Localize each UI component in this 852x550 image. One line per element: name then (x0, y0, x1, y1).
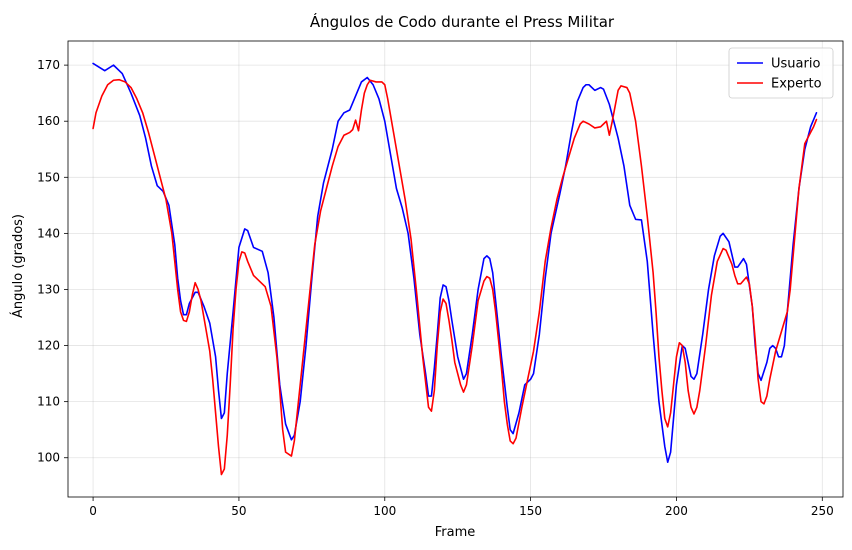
y-tick-label: 100 (37, 451, 60, 465)
series-line-experto (92, 78, 818, 476)
y-tick-label: 120 (37, 339, 60, 353)
x-tick-label: 250 (811, 504, 834, 518)
y-axis-label: Ángulo (grados) (10, 214, 26, 318)
legend: Usuario Experto (728, 47, 834, 99)
y-axis-ticks: 100 110 120 130 140 150 160 170 (37, 58, 68, 465)
x-tick-label: 200 (665, 504, 688, 518)
y-tick-label: 170 (37, 58, 60, 72)
legend-label-usuario: Usuario (771, 57, 820, 72)
legend-label-experto: Experto (771, 77, 822, 92)
legend-box (728, 47, 834, 99)
x-axis-ticks: 0 50 100 150 200 250 (89, 497, 834, 518)
x-tick-label: 100 (373, 504, 396, 518)
plot-frame (67, 40, 844, 498)
y-tick-label: 130 (37, 282, 60, 296)
y-tick-label: 150 (37, 170, 60, 184)
y-tick-label: 140 (37, 226, 60, 240)
y-tick-label: 110 (37, 395, 60, 409)
grid (68, 41, 843, 497)
x-axis-label: Frame (435, 525, 476, 540)
x-tick-label: 150 (519, 504, 542, 518)
x-tick-label: 0 (89, 504, 97, 518)
series-lines (92, 62, 818, 476)
series-line-usuario (92, 62, 818, 464)
y-tick-label: 160 (37, 114, 60, 128)
chart-title: Ángulos de Codo durante el Press Militar (310, 12, 615, 31)
x-tick-label: 50 (231, 504, 246, 518)
